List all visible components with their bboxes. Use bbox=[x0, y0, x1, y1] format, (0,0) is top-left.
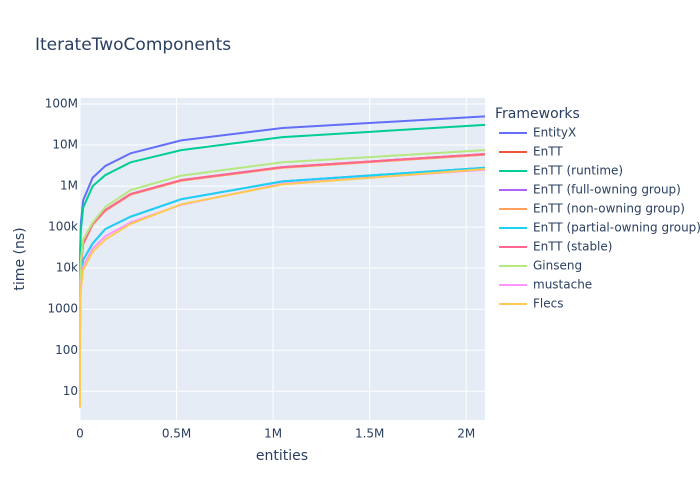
legend-title: Frameworks bbox=[495, 106, 580, 122]
x-tick-label: 1M bbox=[264, 427, 282, 441]
legend-label: Ginseng bbox=[533, 259, 582, 273]
y-tick-label: 100M bbox=[45, 96, 78, 110]
x-tick-label: 1.5M bbox=[355, 427, 384, 441]
legend-label: EnTT (full-owning group) bbox=[533, 183, 681, 197]
legend-label: Flecs bbox=[533, 297, 563, 311]
x-axis-label: entities bbox=[256, 448, 308, 464]
y-tick-label: 10 bbox=[63, 384, 78, 398]
x-tick-label: 0.5M bbox=[162, 427, 191, 441]
legend-label: EnTT bbox=[533, 145, 563, 159]
legend-label: EntityX bbox=[533, 126, 576, 140]
y-tick-label: 10k bbox=[56, 261, 78, 275]
legend-label: EnTT (partial-owning group) bbox=[533, 221, 700, 235]
legend-label: EnTT (runtime) bbox=[533, 164, 623, 178]
y-tick-label: 100 bbox=[55, 343, 78, 357]
y-axis-label: time (ns) bbox=[12, 227, 28, 290]
y-tick-label: 1M bbox=[60, 179, 78, 193]
legend-label: mustache bbox=[533, 278, 592, 292]
line-series bbox=[79, 168, 486, 408]
x-tick-label: 2M bbox=[457, 427, 475, 441]
legend-label: EnTT (non-owning group) bbox=[533, 202, 685, 216]
legend-label: EnTT (stable) bbox=[533, 240, 612, 254]
x-tick-label: 0 bbox=[76, 427, 84, 441]
y-tick-label: 1000 bbox=[47, 302, 78, 316]
y-tick-label: 100k bbox=[48, 220, 78, 234]
y-tick-label: 10M bbox=[52, 138, 78, 152]
plot-background bbox=[80, 98, 485, 420]
chart-title: IterateTwoComponents bbox=[35, 35, 231, 55]
